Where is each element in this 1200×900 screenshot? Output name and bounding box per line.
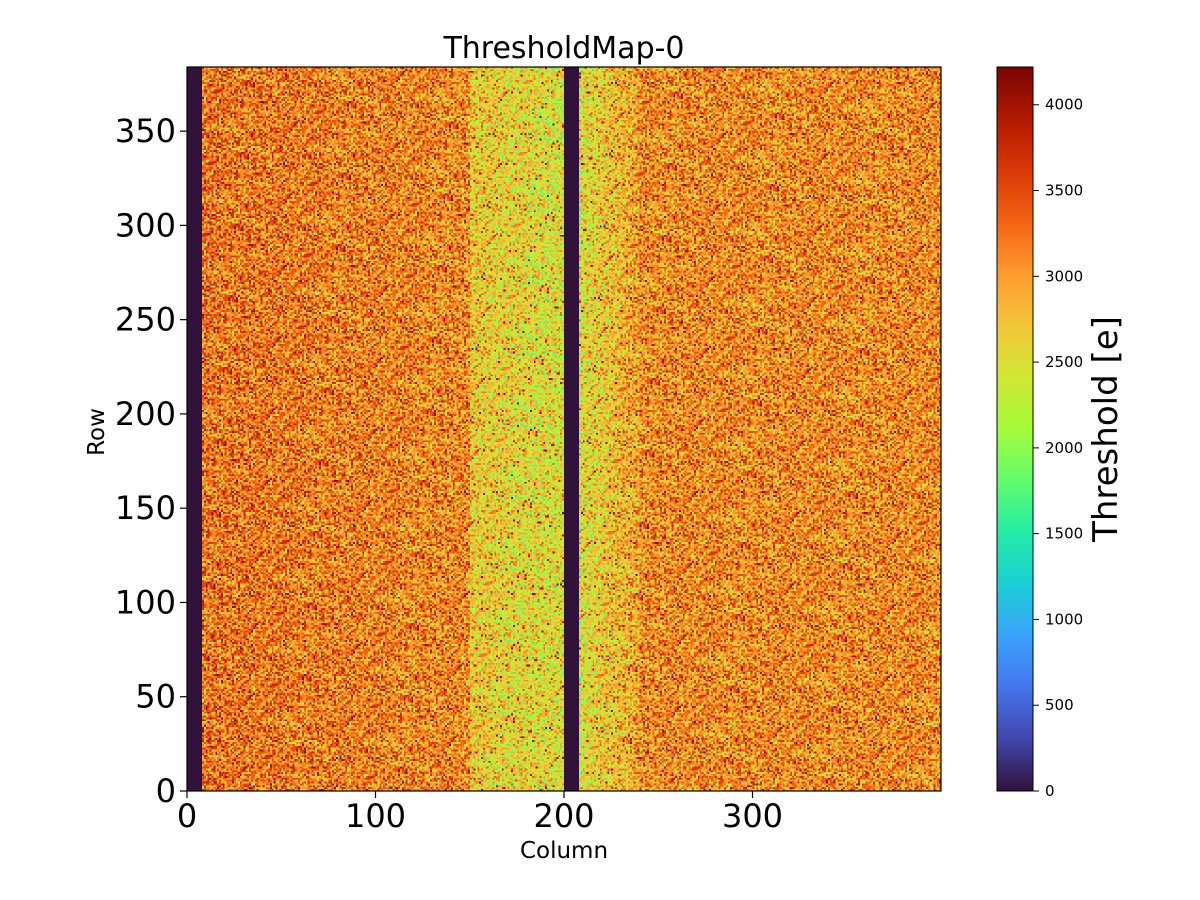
y-tick-label: 50 xyxy=(135,678,176,716)
chart-title: ThresholdMap-0 xyxy=(442,31,684,66)
colorbar-label: Threshold [e] xyxy=(1086,316,1126,543)
y-tick-label: 150 xyxy=(115,489,176,527)
y-tick-label: 250 xyxy=(115,301,176,339)
x-tick-label: 200 xyxy=(533,797,594,835)
y-tick-label: 200 xyxy=(115,395,176,433)
y-axis-ticks: 0 50 100 150 200 250 300 350 xyxy=(115,112,187,810)
colorbar-tick-label: 3000 xyxy=(1045,267,1083,285)
y-tick-label: 0 xyxy=(156,772,176,810)
colorbar-tick-label: 1000 xyxy=(1045,610,1083,628)
x-tick-label: 100 xyxy=(345,797,406,835)
y-tick-label: 300 xyxy=(115,206,176,244)
colorbar-tick-label: 2500 xyxy=(1045,353,1083,371)
colorbar: 0 500 1000 1500 2000 2500 3000 3500 4000 Thresho… xyxy=(996,66,1126,800)
x-tick-label: 300 xyxy=(722,797,783,835)
y-axis-label: Row xyxy=(84,408,110,456)
colorbar-tick-label: 4000 xyxy=(1045,96,1083,114)
colorbar-ticks: 0 500 1000 1500 2000 2500 3000 3500 4000 xyxy=(1033,96,1083,800)
colorbar-tick-label: 1500 xyxy=(1045,525,1083,543)
plot-area xyxy=(186,66,942,792)
y-tick-label: 100 xyxy=(115,583,176,621)
colorbar-tick-label: 500 xyxy=(1045,696,1074,714)
colorbar-tick-label: 3500 xyxy=(1045,182,1083,200)
colorbar-tick-label: 0 xyxy=(1045,782,1055,800)
x-axis-label: Column xyxy=(520,838,608,864)
x-axis-ticks: 0 100 200 300 xyxy=(177,791,783,835)
colorbar-gradient xyxy=(996,66,1034,792)
y-tick-label: 350 xyxy=(115,112,176,150)
heatmap-image xyxy=(187,67,941,791)
x-tick-label: 0 xyxy=(177,797,197,835)
colorbar-tick-label: 2000 xyxy=(1045,439,1083,457)
